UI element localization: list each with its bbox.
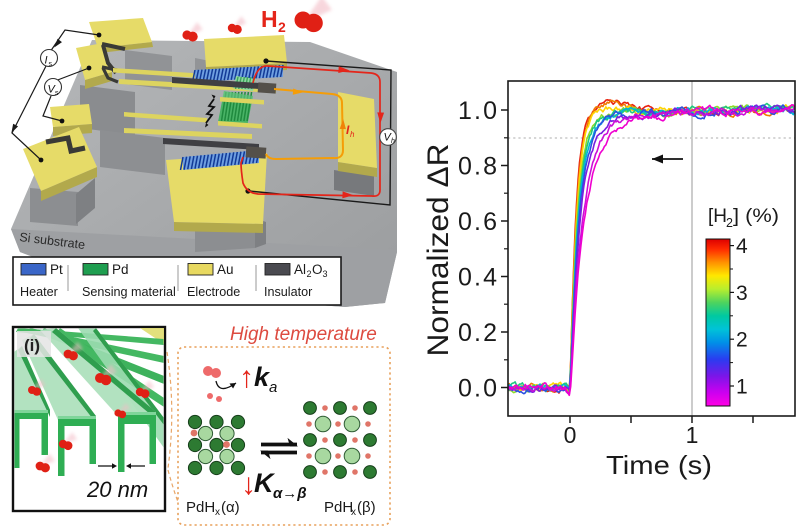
svg-text:0.0: 0.0 [458, 375, 497, 403]
svg-text:Electrode: Electrode [187, 285, 240, 299]
svg-text:Al: Al [294, 262, 306, 277]
svg-text:I: I [346, 123, 350, 137]
svg-text:k: k [254, 362, 271, 392]
svg-text:Au: Au [217, 262, 234, 277]
svg-text:H: H [261, 6, 278, 32]
svg-text:α→β: α→β [273, 485, 307, 502]
svg-text:s: s [55, 90, 59, 97]
svg-text:3: 3 [736, 282, 748, 305]
svg-text:O: O [312, 262, 323, 277]
svg-text:V: V [48, 84, 57, 96]
svg-text:↓: ↓ [241, 468, 256, 501]
svg-text:a: a [269, 379, 277, 396]
svg-text:2: 2 [726, 216, 733, 230]
svg-text:Pd: Pd [112, 262, 129, 277]
svg-text:2: 2 [278, 19, 286, 35]
svg-text:3: 3 [323, 269, 328, 279]
svg-text:x: x [215, 507, 220, 518]
svg-text:2: 2 [307, 269, 312, 279]
svg-text:2: 2 [736, 329, 748, 352]
svg-text:0.4: 0.4 [458, 264, 497, 292]
svg-text:I: I [45, 55, 48, 67]
svg-text:Insulator: Insulator [264, 285, 312, 299]
svg-text:K: K [254, 468, 276, 498]
svg-text:x: x [351, 507, 356, 518]
svg-text:High temperature: High temperature [230, 324, 377, 345]
svg-text:Pt: Pt [50, 262, 63, 277]
svg-text:0.8: 0.8 [458, 153, 497, 181]
svg-text:Time (s): Time (s) [606, 450, 712, 480]
svg-text:] (%): ] (%) [733, 206, 779, 227]
svg-text:0.6: 0.6 [458, 208, 497, 236]
svg-text:20 nm: 20 nm [86, 477, 148, 502]
svg-text:Heater: Heater [20, 285, 58, 299]
svg-text:Sensing material: Sensing material [82, 285, 176, 299]
svg-text:h: h [350, 130, 355, 139]
svg-text:↑: ↑ [239, 361, 254, 394]
svg-text:PdH: PdH [186, 499, 215, 516]
svg-text:1.0: 1.0 [458, 97, 497, 125]
svg-text:(α): (α) [221, 499, 240, 516]
svg-text:1: 1 [736, 376, 748, 399]
svg-text:(β): (β) [357, 499, 376, 516]
svg-text:[H: [H [708, 206, 727, 227]
svg-text:(i): (i) [24, 336, 40, 355]
svg-text:V: V [384, 132, 393, 144]
svg-text:1: 1 [686, 422, 699, 448]
svg-text:0.2: 0.2 [458, 319, 497, 347]
svg-text:Normalized ΔR: Normalized ΔR [422, 144, 455, 357]
svg-text:s: s [49, 61, 53, 68]
svg-text:0: 0 [564, 422, 577, 448]
svg-text:h: h [391, 138, 395, 145]
svg-text:PdH: PdH [324, 499, 353, 516]
svg-text:4: 4 [736, 235, 748, 258]
